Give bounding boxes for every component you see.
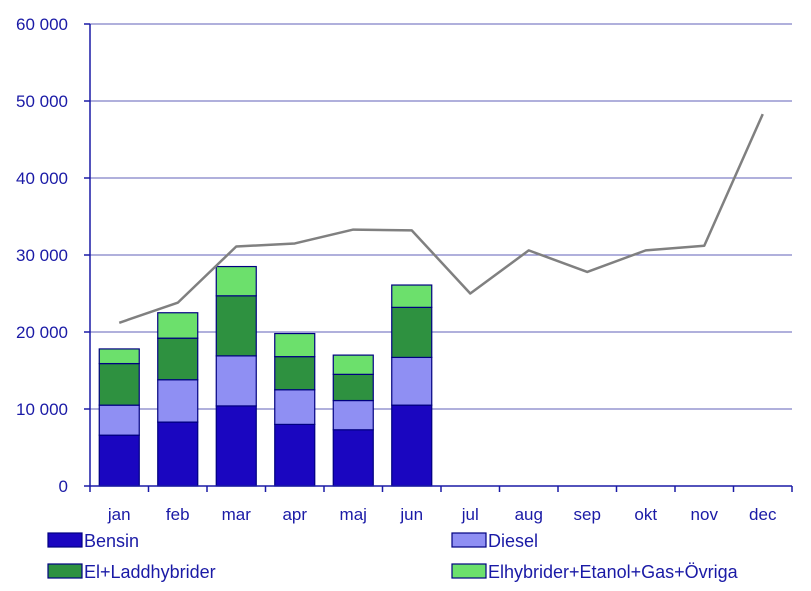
bar-segment — [392, 357, 432, 405]
legend-swatch — [452, 533, 486, 547]
y-tick-label: 40 000 — [16, 169, 68, 188]
x-tick-label: jun — [399, 505, 423, 524]
y-tick-label: 20 000 — [16, 323, 68, 342]
x-tick-label: mar — [222, 505, 252, 524]
legend: Bensin Diesel El+Laddhybrider Elhybrider+Et… — [48, 531, 739, 582]
bar-segment — [333, 374, 373, 400]
x-tick-label: jul — [461, 505, 479, 524]
bar-segment — [99, 349, 139, 364]
legend-label: El+Laddhybrider — [84, 562, 216, 582]
bar-segment — [216, 296, 256, 356]
bar-segment — [158, 313, 198, 338]
bar-segment — [158, 338, 198, 380]
x-tick-label: jan — [107, 505, 131, 524]
x-tick-label: apr — [282, 505, 307, 524]
bar-segment — [216, 406, 256, 486]
x-tick-label: maj — [340, 505, 367, 524]
legend-label: Bensin — [84, 531, 139, 551]
legend-label: Diesel — [488, 531, 538, 551]
legend-label: Elhybrider+Etanol+Gas+Övriga — [488, 562, 739, 582]
bar-segment — [392, 405, 432, 486]
bar-segment — [333, 355, 373, 374]
x-tick-label: sep — [574, 505, 601, 524]
bar-segment — [333, 401, 373, 430]
legend-swatch — [452, 564, 486, 578]
x-tick-label: okt — [634, 505, 657, 524]
y-tick-label: 10 000 — [16, 400, 68, 419]
bar-segment — [158, 380, 198, 422]
bars — [99, 267, 432, 486]
x-tick-label: nov — [691, 505, 719, 524]
bar-segment — [99, 364, 139, 406]
x-tick-label: feb — [166, 505, 190, 524]
bar-segment — [99, 405, 139, 435]
legend-swatch — [48, 533, 82, 547]
y-tick-label: 50 000 — [16, 92, 68, 111]
y-tick-label: 60 000 — [16, 15, 68, 34]
bar-segment — [158, 422, 198, 486]
bar-segment — [333, 430, 373, 486]
legend-swatch — [48, 564, 82, 578]
y-tick-label: 0 — [59, 477, 68, 496]
y-tick-label: 30 000 — [16, 246, 68, 265]
x-tick-label: dec — [749, 505, 777, 524]
x-tick-label: aug — [515, 505, 543, 524]
bar-segment — [275, 390, 315, 425]
bar-segment — [275, 357, 315, 390]
bar-segment — [99, 435, 139, 486]
bar-segment — [392, 285, 432, 307]
bar-segment — [275, 334, 315, 357]
bar-segment — [216, 267, 256, 296]
bar-segment — [216, 356, 256, 406]
bar-segment — [392, 307, 432, 357]
bar-segment — [275, 424, 315, 486]
